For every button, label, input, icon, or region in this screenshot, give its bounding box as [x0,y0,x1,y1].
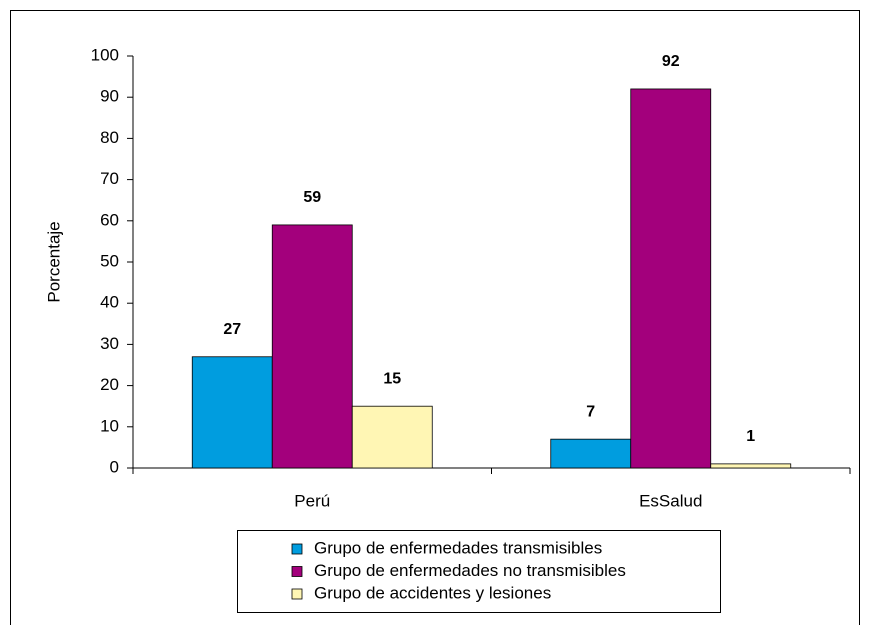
y-tick-label: 100 [91,45,119,64]
y-tick-label: 0 [110,457,119,476]
y-tick-label: 20 [100,375,119,394]
legend-label: Grupo de enfermedades no transmisibles [314,561,626,580]
y-tick-label: 50 [100,251,119,270]
bar [271,224,353,469]
y-tick-label: 10 [100,416,119,435]
value-label: 27 [223,321,241,338]
value-label: 1 [746,428,755,445]
legend-label: Grupo de enfermedades transmisibles [314,538,602,557]
legend [237,530,721,613]
legend-swatch [291,588,303,600]
value-label: 7 [586,403,595,420]
y-tick-label: 80 [100,128,119,147]
x-tick-label: EsSalud [639,491,702,510]
value-label: 59 [303,189,321,206]
bar [351,405,433,469]
bar [550,438,632,469]
y-tick-label: 40 [100,293,119,312]
x-tick-label: Perú [294,491,330,510]
y-tick-label: 70 [100,169,119,188]
y-tick-label: 90 [100,87,119,106]
legend-swatch [291,543,303,555]
value-label: 92 [662,53,680,70]
bar [630,88,712,469]
legend-swatch [291,566,303,577]
bar [191,356,273,469]
y-axis-label: Porcentaje [44,221,63,302]
value-label: 15 [383,370,401,387]
bar [710,463,792,469]
y-tick-label: 30 [100,334,119,353]
legend-label: Grupo de accidentes y lesiones [314,583,551,602]
y-tick-label: 60 [100,210,119,229]
chart-frame [10,10,860,630]
